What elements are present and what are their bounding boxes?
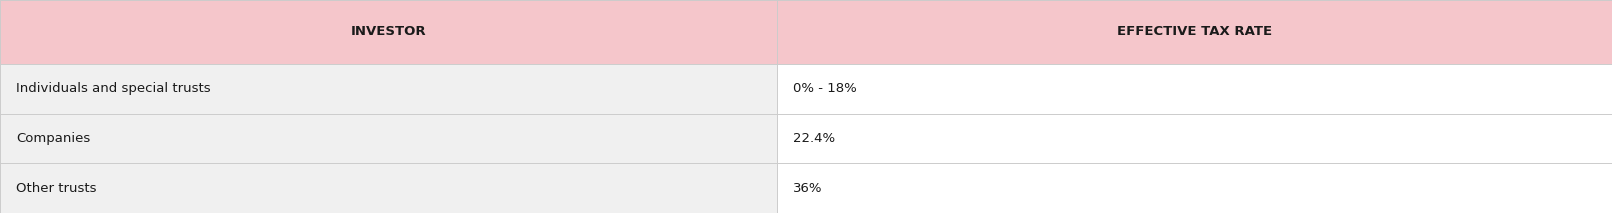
Text: 36%: 36% [793, 182, 822, 195]
Text: 22.4%: 22.4% [793, 132, 835, 145]
Text: 0% - 18%: 0% - 18% [793, 82, 858, 95]
Bar [0, 114, 777, 163]
Bar [0, 163, 777, 213]
Text: INVESTOR: INVESTOR [351, 25, 426, 39]
Text: EFFECTIVE TAX RATE: EFFECTIVE TAX RATE [1117, 25, 1272, 39]
Text: Other trusts: Other trusts [16, 182, 97, 195]
Bar [777, 114, 1612, 163]
Bar [777, 64, 1612, 114]
Text: Individuals and special trusts: Individuals and special trusts [16, 82, 211, 95]
Bar [0, 64, 777, 114]
Text: Companies: Companies [16, 132, 90, 145]
Bar [0, 0, 1612, 64]
Bar [777, 163, 1612, 213]
